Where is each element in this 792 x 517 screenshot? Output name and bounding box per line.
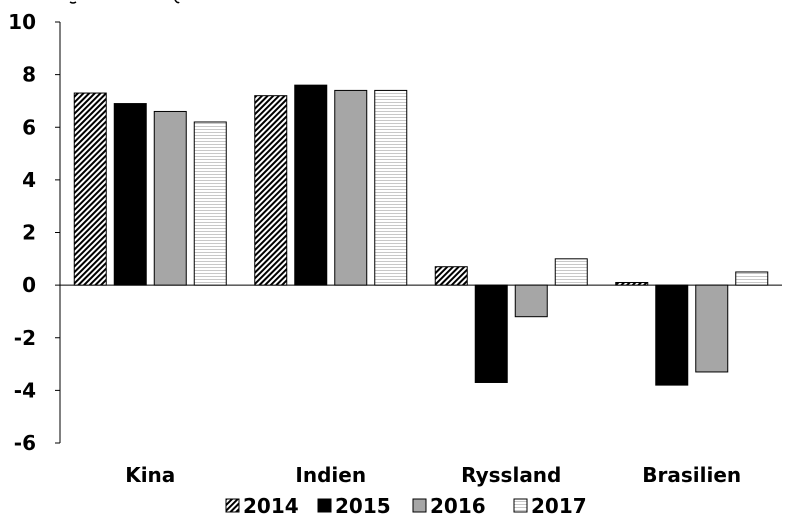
- y-tick-label: 2: [22, 221, 36, 245]
- y-tick-label: 8: [22, 63, 36, 87]
- x-category-label: Ryssland: [461, 463, 561, 487]
- legend-swatch-2016: [412, 498, 427, 513]
- bar-brasilien-2017: [735, 271, 769, 286]
- y-tick-label: -2: [14, 326, 36, 350]
- legend-label-2016: 2016: [430, 494, 486, 517]
- cropped-title-fragment: [69, 0, 180, 4]
- legend-swatch-2017: [513, 498, 528, 513]
- bar-indien-2016: [334, 89, 368, 286]
- bar-indien-2014: [254, 95, 288, 286]
- y-tick-label: 4: [22, 168, 36, 192]
- legend-label-2017: 2017: [531, 494, 587, 517]
- y-tick-label: 10: [8, 10, 36, 34]
- legend-label-2014: 2014: [243, 494, 299, 517]
- y-tick-label: -6: [14, 431, 36, 455]
- bar-indien-2015: [294, 84, 328, 286]
- x-category-label: Brasilien: [642, 463, 741, 487]
- y-tick-label: 6: [22, 115, 36, 139]
- x-category-label: Indien: [295, 463, 366, 487]
- y-tick-label: -4: [14, 378, 36, 402]
- bar-kina-2015: [113, 103, 147, 286]
- bar-brasilien-2014: [615, 281, 649, 286]
- bar-indien-2017: [374, 89, 408, 286]
- bar-brasilien-2015: [655, 284, 689, 386]
- y-tick-label: 0: [22, 273, 36, 297]
- legend-swatch-2015: [317, 498, 332, 513]
- bar-kina-2014: [73, 92, 107, 286]
- bar-ryssland-2016: [514, 284, 548, 318]
- bar-brasilien-2016: [695, 284, 729, 373]
- x-category-label: Kina: [125, 463, 175, 487]
- bar-kina-2016: [153, 110, 187, 286]
- bar-ryssland-2015: [474, 284, 508, 383]
- legend-swatch-2014: [225, 498, 240, 513]
- bar-ryssland-2014: [434, 266, 468, 286]
- bar-ryssland-2017: [554, 258, 588, 286]
- bar-kina-2017: [193, 121, 227, 286]
- legend-label-2015: 2015: [335, 494, 391, 517]
